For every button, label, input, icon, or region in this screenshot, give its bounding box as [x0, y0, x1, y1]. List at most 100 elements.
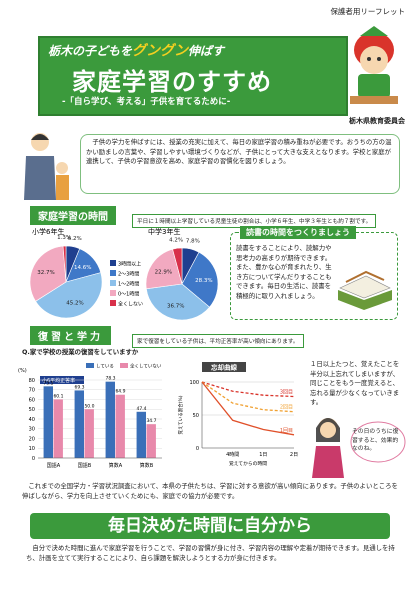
catch-em: グングン	[132, 43, 189, 59]
x-tick-label: 算数B	[140, 462, 154, 469]
legend-swatch	[86, 363, 94, 368]
chart-subtitle: 小6平均正答率	[42, 377, 75, 384]
legend-swatch	[110, 270, 116, 276]
pie-label: 36.7%	[167, 303, 184, 309]
legend-swatch	[110, 280, 116, 286]
x-axis-label: 覚えてからの時間	[229, 460, 267, 467]
y-tick-label: 0	[196, 446, 199, 452]
pie-label: 6.2%	[68, 236, 82, 242]
legend-label: している	[96, 364, 114, 370]
y-tick-label: 40	[29, 417, 35, 423]
subtitle: -「自ら学び、考える」子供を育てるために-	[62, 97, 231, 107]
title-bg	[202, 362, 246, 372]
reading-text: 読書をすることにより、読解力や思考力の高まりが期待できます。また、豊かな心が育ま…	[236, 244, 332, 301]
y-tick-label: 30	[29, 427, 35, 433]
pie-label: 45.2%	[66, 300, 83, 306]
value-label: 78.3	[106, 376, 116, 382]
pie-slice	[145, 248, 183, 290]
y-tick-label: 100	[189, 380, 199, 386]
bar	[146, 424, 156, 458]
section-note: 家で復習をしている子供は、平均正答率が高い傾向にあります。	[132, 333, 304, 348]
mascot	[350, 26, 398, 104]
reading-heading: 読書の時間をつくりましょう	[240, 226, 356, 239]
pie-label: 4.2%	[169, 237, 183, 243]
pie-label: 32.7%	[37, 270, 54, 276]
series-label: 2回目	[280, 405, 293, 411]
x-tick-label: 国語B	[78, 462, 92, 469]
bar	[74, 390, 84, 458]
legend-label: 全くしていない	[130, 363, 162, 370]
legend-swatch	[120, 363, 128, 368]
bar	[43, 386, 53, 458]
series-label: 3回目	[280, 390, 293, 396]
y-tick-label: 10	[29, 446, 35, 452]
legend-swatch	[110, 260, 116, 266]
value-label: 34.7	[146, 418, 156, 424]
intro-box	[80, 134, 400, 194]
pie-slice	[62, 245, 67, 283]
catch-pre: 栃木の子どもを	[48, 44, 133, 58]
legend-label: 1〜2時間	[118, 282, 139, 288]
y-tick-label: 50	[29, 407, 35, 413]
y-tick-label: 50	[193, 413, 199, 419]
y-tick-label: 80	[29, 378, 35, 384]
question: Q.家で学校の授業の復習をしていますか	[22, 348, 139, 356]
parent-illustration	[24, 133, 69, 200]
doc-label: 保護者用リーフレット	[330, 7, 405, 16]
pie-label: 1.3%	[57, 235, 71, 241]
bar	[136, 411, 146, 458]
section-heading: 復習と学力	[30, 326, 111, 345]
bar	[84, 409, 94, 458]
y-tick-label: 0	[32, 456, 35, 462]
pie-label: 22.9%	[155, 270, 172, 276]
pie-slice	[35, 272, 103, 319]
x-tick-label: 1日	[259, 452, 267, 458]
legend-label: 3時間以上	[118, 261, 141, 268]
pie-slice	[29, 245, 67, 302]
legend-swatch	[110, 300, 116, 306]
publisher: 栃木県教育委員会	[349, 117, 405, 125]
catch-phrase: 栃木の子どもをグングン伸ばす	[48, 40, 224, 60]
pie-slice	[172, 247, 183, 285]
chart-title: 忘却曲線	[211, 363, 238, 372]
pie-slice	[145, 283, 210, 321]
y-axis-label: (%)	[18, 368, 27, 374]
value-label: 69.3	[75, 384, 85, 390]
y-tick-label: 20	[29, 436, 35, 442]
footer-heading: 毎日決めた時間に自分から	[30, 513, 390, 539]
pie-charts: 小学6年生 6.2% 14.6% 45.2% 32.7% 1.3% 中学3年生 7.8% 28.…	[29, 227, 219, 321]
y-axis-label: 覚えている割合(%)	[177, 395, 184, 434]
closing-text: これまでの全国学力・学習状況調査において、本県の子供たちは、学習に対する意欲が高…	[22, 482, 398, 500]
value-label: 50.0	[84, 403, 94, 409]
bar	[105, 381, 115, 458]
x-tick-label: 算数A	[109, 462, 123, 469]
intro-text: 子供の学力を伸ばすには、授業の充実に加えて、毎日の家庭学習の積み重ねが必要です。…	[86, 138, 392, 166]
line-series	[201, 381, 295, 436]
pie-title: 小学6年生	[32, 227, 64, 236]
value-label: 60.1	[53, 393, 63, 399]
value-label: 73.5	[44, 380, 54, 386]
value-label: 64.9	[115, 389, 125, 395]
y-tick-label: 70	[29, 388, 35, 394]
line-series	[201, 381, 295, 413]
x-tick-label: 4時間	[226, 452, 239, 458]
book-illustration	[338, 270, 392, 310]
bar	[115, 394, 125, 458]
pie-title: 中学3年生	[148, 227, 180, 236]
pie-label: 7.8%	[186, 238, 200, 244]
legend-label: 全くしない	[118, 301, 143, 308]
bar	[53, 399, 63, 458]
pie-label: 28.3%	[195, 278, 212, 284]
x-tick-label: 2日	[290, 452, 298, 458]
footer-text: 自分で決めた時間に進んで家庭学習を行うことで、学習の習慣が身に付き、学習内容の理…	[26, 544, 395, 562]
bar-chart: (%) 小6平均正答率 0 10 20 30 40 50 60 70 80 している 全くしていない国語…	[18, 363, 162, 469]
main-title: 家庭学習のすすめ	[72, 68, 272, 96]
y-tick-label: 60	[29, 397, 35, 403]
pie-slice	[181, 251, 219, 308]
pie-label: 14.6%	[74, 265, 91, 271]
section-heading: 家庭学習の時間	[30, 206, 116, 225]
speech: その日のうちに復習すると、効果的なのね。	[352, 429, 399, 453]
series-label: 1回目	[280, 428, 293, 434]
